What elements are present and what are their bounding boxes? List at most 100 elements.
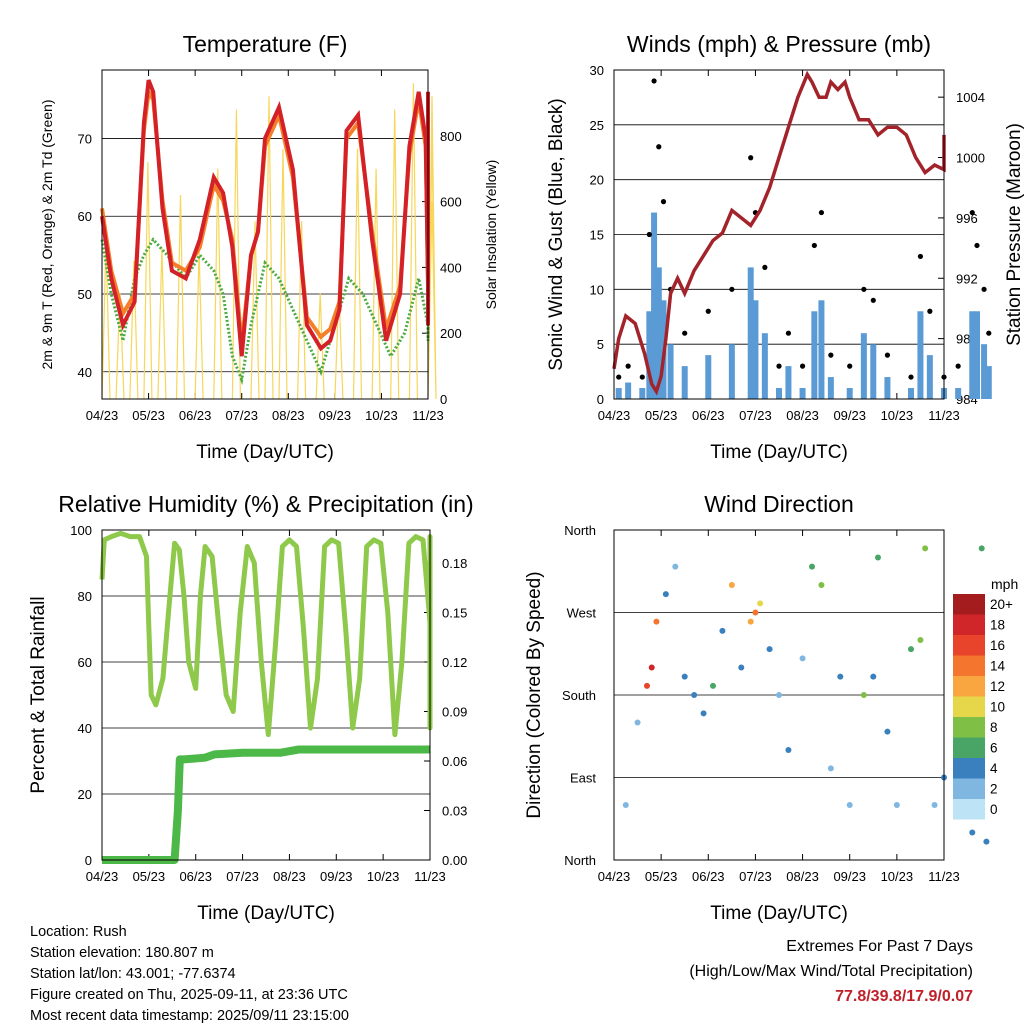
direction-point [700,710,707,717]
legend-label: 6 [990,741,998,756]
wind-bar [728,344,735,399]
x-tick-label: 09/23 [833,869,866,884]
gust-point [799,363,806,369]
y-axis-label: 2m & 9m T (Red, Orange) & 2m Td (Green) [39,100,55,370]
x-tick-label: 08/23 [786,869,819,884]
x-tick-label: 05/23 [133,869,166,884]
gust-point [986,330,992,336]
gust-point [870,297,876,303]
y-tick-label: 0 [85,853,92,868]
direction-point [922,545,929,552]
y2-tick-label: 0.00 [442,853,467,868]
gust-point [955,363,961,369]
gust-point [682,330,688,336]
legend-swatch [953,758,985,779]
gust-point [656,144,662,150]
gust-point [646,231,652,238]
y2-tick-label: 0.12 [442,655,467,670]
x-tick-label: 05/23 [132,408,165,423]
gust-point [785,330,792,336]
x-tick-label: 06/23 [692,408,725,423]
direction-point [728,582,735,588]
temp2m-series-line [100,79,430,357]
elevation-text: Station elevation: 180.807 m [30,945,214,961]
x-tick-label: 08/23 [273,869,306,884]
y-tick-label: 25 [590,118,604,133]
direction-point [752,609,759,616]
extremes-values: 77.8/39.8/17.9/0.07 [835,988,973,1005]
direction-point [747,618,754,625]
x-tick-label: 09/23 [320,869,353,884]
y2-axis-label: Solar Insolation (Yellow) [483,160,499,310]
wind-bar [747,267,754,399]
wind-bar [860,333,867,399]
y-axis-label: Percent & Total Rainfall [28,596,49,793]
y-tick-label: 20 [78,787,92,802]
legend-swatch [953,717,985,738]
legend-label: 14 [990,659,1006,674]
wind-bar [926,355,933,399]
legend-label: 12 [990,679,1005,694]
gust-point [705,308,711,314]
gust-point [828,352,834,358]
plot-frame [101,529,431,861]
y2-tick-label: 0 [440,392,447,407]
y-tick-label: 40 [78,365,92,380]
direction-point [672,563,679,570]
direction-point [978,545,985,552]
direction-point [662,591,669,598]
wind-bar [884,377,891,399]
x-tick-label: 10/23 [881,869,914,884]
gust-point [729,286,735,292]
x-tick-label: 10/23 [881,408,914,423]
y-tick-label: 20 [590,173,604,188]
legend-label: 4 [990,761,998,776]
gust-point [861,286,867,292]
y-tick-label: 0 [597,392,604,407]
wind-bar [625,382,632,399]
direction-point [818,582,825,588]
x-tick-label: 10/23 [365,408,398,423]
legend-unit: mph [991,576,1018,592]
y-tick-label: North [564,853,596,868]
direction-point [799,655,806,662]
x-axis-label: Time (Day/UTC) [710,442,848,463]
direction-point [809,563,815,570]
direction-point [644,682,650,689]
y-tick-label: 15 [590,228,604,243]
legend-swatch [953,614,985,635]
legend-swatch [953,635,985,656]
gust-point [748,155,754,161]
legend-swatch [953,696,985,717]
direction-point [766,646,773,653]
gust-point [981,286,987,292]
direction-point [893,802,900,808]
y-tick-label: 80 [78,589,92,604]
direction-point [738,664,745,671]
legend-label: 18 [990,618,1005,633]
x-tick-label: 07/23 [739,869,772,884]
extremes-title: Extremes For Past 7 Days [786,938,973,955]
legend-swatch [953,594,985,615]
x-tick-label: 09/23 [319,408,352,423]
wind-bar [761,333,768,399]
legend-swatch [953,655,985,676]
legend-swatch [953,799,985,820]
humidity-precip-panel: Relative Humidity (%) & Precipitation (i… [28,491,474,924]
x-axis-label: Time (Day/UTC) [710,903,848,924]
x-tick-label: 11/23 [414,869,446,884]
y-tick-label: 30 [590,63,604,78]
x-tick-label: 11/23 [412,408,444,423]
y-tick-label: 40 [78,721,92,736]
wind-bar [981,344,988,399]
y-axis-label: Sonic Wind & Gust (Blue, Black) [546,98,567,370]
direction-point [969,829,976,836]
gust-point [884,352,891,358]
direction-point [681,673,688,680]
created-text: Figure created on Thu, 2025-09-11, at 23… [30,987,348,1003]
y2-tick-label: 1004 [956,90,985,105]
wind-bar [846,388,853,399]
plot-frame [613,529,945,861]
gust-point [660,199,667,205]
dewpoint-series-line [100,237,430,386]
